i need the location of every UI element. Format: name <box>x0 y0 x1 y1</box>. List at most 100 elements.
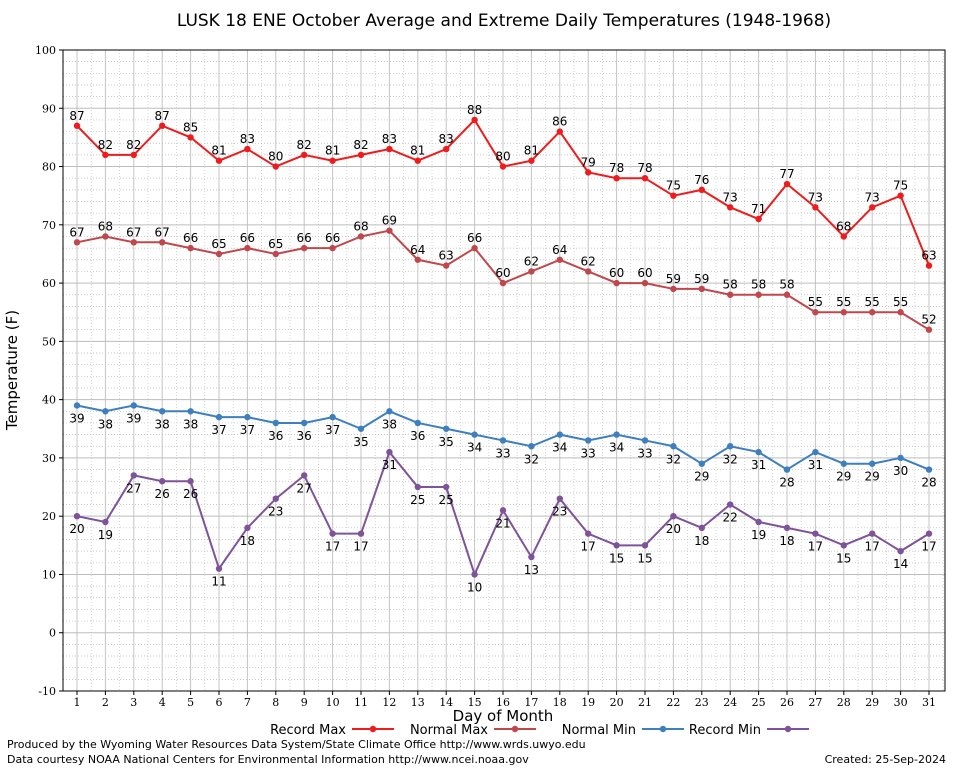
record-min-value-label: 18 <box>240 534 255 548</box>
record-min-value-label: 22 <box>723 511 738 525</box>
record-max-point <box>215 157 223 164</box>
normal-max-point <box>357 233 365 240</box>
x-tick-label: 5 <box>187 696 194 709</box>
normal-max-value-label: 60 <box>637 266 652 280</box>
record-min-point <box>812 530 819 537</box>
record-min-value-label: 20 <box>666 522 681 536</box>
record-min-point <box>755 518 762 526</box>
normal-max-point <box>443 262 450 269</box>
x-tick-label: 6 <box>216 696 223 709</box>
legend-label: Normal Max <box>410 723 488 738</box>
record-max-value-label: 78 <box>609 161 624 175</box>
x-tick-label: 11 <box>354 696 368 709</box>
normal-max-point <box>386 227 393 234</box>
record-max-point <box>897 192 904 199</box>
normal-max-value-label: 69 <box>382 214 397 228</box>
normal-min-point <box>897 454 904 462</box>
normal-max-point <box>698 285 705 293</box>
legend-label: Record Max <box>270 723 346 738</box>
record-min-value-label: 15 <box>836 551 851 565</box>
record-max-value-label: 78 <box>637 161 652 175</box>
record-min-point <box>244 524 251 532</box>
normal-min-value-label: 37 <box>211 423 226 437</box>
normal-min-point <box>471 431 478 438</box>
normal-max-point <box>925 326 933 333</box>
normal-max-point <box>471 244 478 252</box>
record-max-point <box>130 151 137 159</box>
x-tick-label: 16 <box>496 696 510 709</box>
record-min-value-label: 17 <box>865 540 880 554</box>
normal-min-value-label: 38 <box>183 417 198 431</box>
normal-min-value-label: 36 <box>410 429 425 443</box>
x-tick-label: 14 <box>439 696 453 709</box>
normal-min-value-label: 31 <box>808 458 823 472</box>
record-min-point <box>528 553 535 561</box>
normal-max-value-label: 67 <box>69 225 84 239</box>
normal-min-point <box>755 448 762 456</box>
record-min-value-label: 27 <box>126 481 141 495</box>
x-tick-label: 22 <box>666 696 680 709</box>
legend-label: Record Min <box>689 723 761 738</box>
normal-max-value-label: 59 <box>666 272 681 286</box>
legend: Record Max Normal Max Normal Min Record Min <box>270 723 809 738</box>
record-min-value-label: 31 <box>382 458 397 472</box>
record-max-point <box>102 151 109 159</box>
normal-min-point <box>414 419 421 427</box>
record-min-value-label: 17 <box>581 540 596 554</box>
y-axis-title: Temperature (F) <box>3 310 21 431</box>
normal-min-point <box>869 460 876 467</box>
legend-label: Normal Min <box>562 723 636 738</box>
normal-max-point <box>641 279 649 287</box>
normal-min-value-label: 33 <box>637 446 652 460</box>
record-min-point <box>215 565 223 572</box>
record-max-value-label: 81 <box>325 144 340 158</box>
normal-max-value-label: 67 <box>155 225 170 239</box>
record-min-value-label: 21 <box>495 516 510 530</box>
normal-max-point <box>783 291 791 298</box>
normal-min-value-label: 37 <box>325 423 340 437</box>
x-tick-label: 15 <box>468 696 482 709</box>
normal-min-value-label: 31 <box>751 458 766 472</box>
record-min-value-label: 17 <box>808 540 823 554</box>
record-max-value-label: 86 <box>552 115 567 129</box>
record-min-point <box>613 542 620 549</box>
normal-max-value-label: 64 <box>410 243 425 257</box>
x-tick-label: 3 <box>130 696 137 709</box>
normal-min-point <box>102 408 109 415</box>
normal-max-point <box>187 244 194 252</box>
record-min-point <box>869 530 876 537</box>
x-tick-label: 12 <box>382 696 396 709</box>
record-min-point <box>925 530 933 537</box>
record-max-point <box>386 145 393 153</box>
record-min-point <box>556 495 563 502</box>
footer-data-source: Data courtesy NOAA National Centers for … <box>7 753 529 766</box>
normal-min-point <box>783 466 791 473</box>
series-lines <box>73 116 933 578</box>
x-tick-label: 10 <box>326 696 340 709</box>
normal-min-value-label: 32 <box>666 452 681 466</box>
record-max-value-label: 83 <box>240 132 255 146</box>
x-axis-title: Day of Month <box>453 707 554 725</box>
normal-min-value-label: 32 <box>723 452 738 466</box>
normal-max-value-label: 58 <box>779 278 794 292</box>
normal-max-point <box>329 244 336 252</box>
normal-max-point <box>414 256 421 263</box>
y-tick-label: 50 <box>42 335 56 348</box>
record-min-point <box>272 495 279 502</box>
y-tick-label: 80 <box>42 161 56 174</box>
record-min-point <box>329 530 336 537</box>
record-max-point <box>556 128 563 135</box>
record-max-value-label: 80 <box>268 150 283 164</box>
record-min-value-label: 26 <box>183 487 198 501</box>
normal-max-value-label: 66 <box>467 231 482 245</box>
y-tick-label: 30 <box>42 452 56 465</box>
normal-min-point <box>386 408 393 415</box>
record-max-point <box>755 215 762 223</box>
normal-max-value-label: 58 <box>723 278 738 292</box>
normal-max-point <box>670 285 677 293</box>
record-min-point <box>159 478 166 485</box>
y-tick-label: 60 <box>42 277 56 290</box>
record-max-point <box>301 151 308 159</box>
record-max-value-label: 77 <box>779 167 794 181</box>
